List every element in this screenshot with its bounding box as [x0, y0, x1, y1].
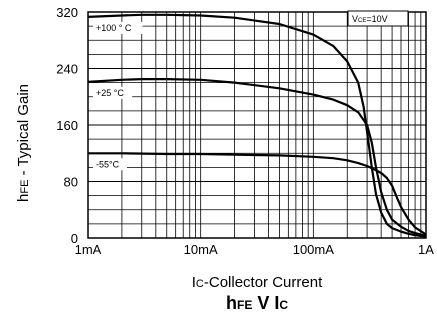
chart-grid	[87, 11, 427, 239]
series-line-2	[88, 152, 427, 236]
y-tick-label: 240	[56, 62, 78, 77]
x-axis-label: IC-Collector Current	[192, 274, 323, 291]
chart-title: hFE V IC	[226, 293, 288, 313]
y-axis-label: hFE - Typical Gain	[15, 84, 32, 202]
tick-labels: 1mA 10mA 100mA 1A 0 80 160 240 320	[56, 5, 434, 257]
vce-condition-label: VCE=10V	[352, 14, 388, 24]
y-tick-label: 80	[64, 175, 78, 190]
plot-area-frame	[87, 11, 427, 239]
vce-condition-box: VCE=10V	[347, 10, 409, 27]
y-tick-label: 320	[56, 5, 78, 20]
y-tick-label: 160	[56, 118, 78, 133]
series-label-2: -55°C	[96, 159, 120, 169]
series-line-0	[87, 13, 427, 238]
series-label-bg-0	[93, 21, 143, 34]
series-line-1	[87, 78, 427, 237]
data-series-group: +100 ° C +25 °C -55°C	[87, 13, 427, 238]
y-tick-label: 0	[71, 231, 78, 246]
x-tick-label: 100mA	[293, 242, 335, 257]
series-label-bg-1	[93, 86, 133, 99]
series-label-bg-2	[93, 158, 127, 171]
x-tick-label: 1A	[418, 242, 434, 257]
x-tick-label: 1mA	[75, 242, 102, 257]
series-label-1: +25 °C	[96, 88, 124, 98]
x-tick-label: 10mA	[184, 242, 218, 257]
series-label-0: +100 ° C	[96, 23, 132, 33]
